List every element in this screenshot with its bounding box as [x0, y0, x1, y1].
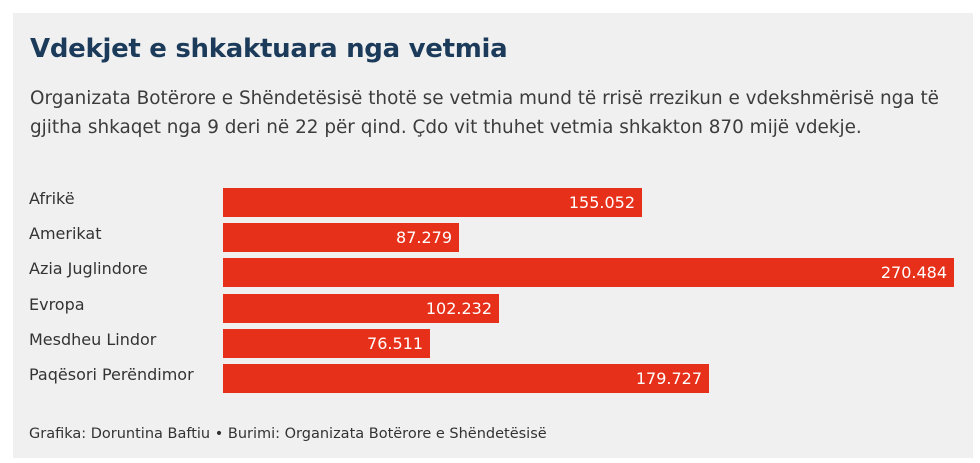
chart-card: Vdekjet e shkaktuara nga vetmia Organiza… — [13, 13, 973, 458]
chart-subtitle: Organizata Botërore e Shëndetësisë thotë… — [30, 88, 939, 138]
bar — [223, 188, 642, 217]
value-label: 76.511 — [367, 334, 423, 353]
chart-title: Vdekjet e shkaktuara nga vetmia — [30, 34, 508, 64]
bar — [223, 258, 954, 287]
value-label: 102.232 — [425, 299, 492, 318]
category-label: Evropa — [29, 295, 85, 314]
category-label: Mesdheu Lindor — [29, 330, 157, 349]
bar — [223, 364, 709, 393]
bar — [223, 329, 430, 358]
value-label: 155.052 — [568, 193, 635, 212]
value-label: 270.484 — [880, 263, 947, 282]
bar — [223, 294, 499, 323]
category-label: Afrikë — [29, 189, 75, 208]
value-label: 87.279 — [396, 228, 452, 247]
bar-chart: Afrikë 155.052 Amerikat 87.279 Azia Juglindo… — [13, 13, 973, 458]
chart-footer: Grafika: Doruntina Baftiu • Burimi: Orga… — [29, 426, 547, 442]
category-label: Paqësori Perëndimor — [29, 365, 194, 384]
category-label: Amerikat — [29, 224, 102, 243]
bar — [223, 223, 459, 252]
category-label: Azia Juglindore — [29, 259, 148, 278]
value-label: 179.727 — [635, 369, 702, 388]
